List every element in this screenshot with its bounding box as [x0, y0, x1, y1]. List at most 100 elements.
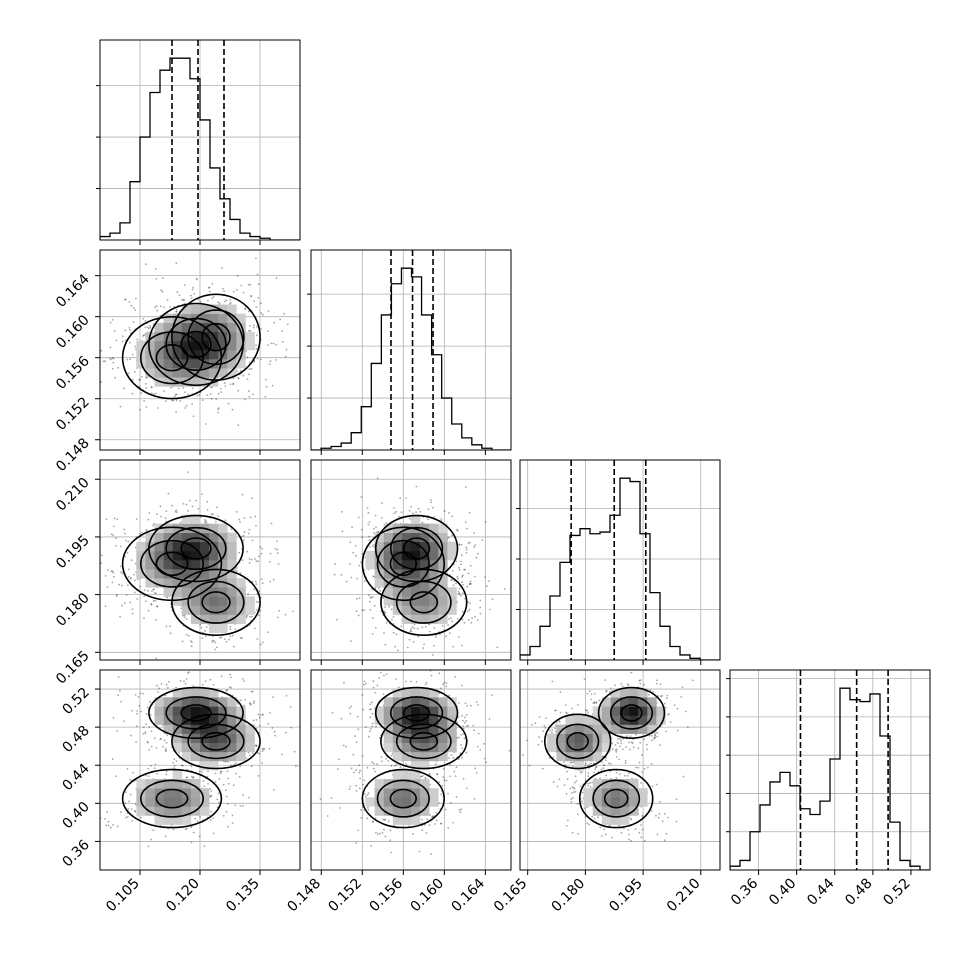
- scatter-point: [473, 798, 476, 800]
- density-cell: [136, 340, 146, 351]
- scatter-point: [243, 517, 246, 519]
- scatter-point: [245, 616, 248, 619]
- scatter-point: [205, 520, 207, 522]
- scatter-point: [474, 767, 477, 770]
- scatter-point: [205, 521, 208, 524]
- scatter-point: [245, 615, 248, 618]
- density-cell: [209, 532, 219, 543]
- density-cell: [154, 806, 164, 816]
- scatter-point: [430, 853, 433, 855]
- scatter-point: [264, 395, 267, 398]
- density-cell: [190, 514, 201, 524]
- scatter-point: [285, 731, 287, 734]
- density-cell: [209, 733, 219, 744]
- scatter-point: [165, 749, 167, 752]
- scatter-point: [209, 819, 212, 821]
- scatter-point: [156, 772, 159, 775]
- scatter-point: [269, 711, 271, 714]
- scatter-point: [255, 306, 258, 308]
- density-cell: [190, 550, 201, 561]
- scatter-point: [161, 277, 164, 280]
- scatter-point: [128, 301, 131, 303]
- scatter-point: [373, 762, 375, 765]
- scatter-point: [175, 411, 178, 414]
- scatter-point: [166, 734, 169, 737]
- density-cell: [145, 578, 155, 588]
- density-cell: [411, 541, 421, 552]
- scatter-point: [422, 647, 425, 649]
- scatter-point: [275, 344, 278, 346]
- scatter-point: [202, 780, 205, 782]
- density-cell: [181, 605, 192, 615]
- scatter-point: [368, 535, 370, 538]
- scatter-point: [358, 787, 361, 790]
- density-cell: [429, 541, 439, 552]
- scatter-point: [483, 757, 486, 760]
- scatter-point: [430, 501, 432, 504]
- scatter-point: [201, 637, 204, 639]
- density-cell: [200, 614, 210, 624]
- scatter-point: [116, 730, 119, 732]
- density-cell: [154, 815, 164, 825]
- scatter-point: [389, 839, 392, 842]
- scatter-point: [295, 765, 297, 768]
- density-cell: [420, 541, 430, 552]
- scatter-point: [390, 754, 393, 757]
- scatter-point: [462, 778, 465, 780]
- scatter-point: [525, 554, 527, 556]
- scatter-point: [172, 828, 175, 831]
- scatter-point: [216, 646, 218, 649]
- scatter-point: [145, 529, 148, 531]
- density-cell: [218, 550, 228, 561]
- scatter-point: [213, 640, 216, 642]
- scatter-point: [144, 732, 147, 735]
- scatter-point: [147, 741, 149, 744]
- scatter-point: [408, 509, 411, 512]
- scatter-point: [136, 710, 139, 712]
- scatter-point: [369, 727, 372, 730]
- scatter-point: [463, 716, 466, 719]
- scatter-point: [286, 323, 289, 326]
- scatter-point: [428, 630, 431, 633]
- density-cell: [172, 350, 183, 360]
- density-cell: [218, 532, 228, 543]
- scatter-point: [125, 594, 128, 596]
- density-cell: [145, 788, 155, 798]
- density-cell: [218, 605, 228, 615]
- scatter-point: [410, 627, 412, 630]
- scatter-point: [345, 580, 348, 583]
- scatter-point: [460, 543, 463, 546]
- scatter-point: [448, 632, 451, 635]
- scatter-point: [456, 528, 458, 531]
- scatter-point: [160, 515, 163, 518]
- density-cell: [209, 350, 219, 360]
- scatter-point: [380, 760, 383, 762]
- density-cell: [227, 532, 237, 543]
- scatter-point: [198, 393, 201, 396]
- scatter-point: [232, 784, 235, 787]
- scatter-point: [243, 531, 246, 534]
- density-cell: [420, 560, 430, 570]
- density-cell: [163, 313, 174, 324]
- scatter-point: [149, 700, 152, 703]
- scatter-point: [410, 506, 413, 508]
- scatter-point: [173, 758, 176, 760]
- scatter-point: [100, 554, 103, 557]
- scatter-point: [227, 782, 230, 785]
- density-cell: [200, 806, 210, 816]
- density-cell: [401, 596, 412, 606]
- scatter-point: [252, 702, 255, 705]
- y-tick-label-2-2: 0.195: [53, 532, 93, 572]
- scatter-point: [184, 682, 187, 685]
- scatter-point: [465, 527, 468, 530]
- density-cell: [218, 697, 228, 707]
- scatter-point: [212, 683, 215, 686]
- scatter-point: [458, 587, 461, 590]
- scatter-point: [117, 366, 119, 369]
- density-cell: [200, 797, 210, 807]
- scatter-point: [477, 552, 479, 555]
- contour-1-0: [201, 591, 231, 614]
- scatter-point: [365, 795, 367, 798]
- density-cell: [392, 578, 403, 588]
